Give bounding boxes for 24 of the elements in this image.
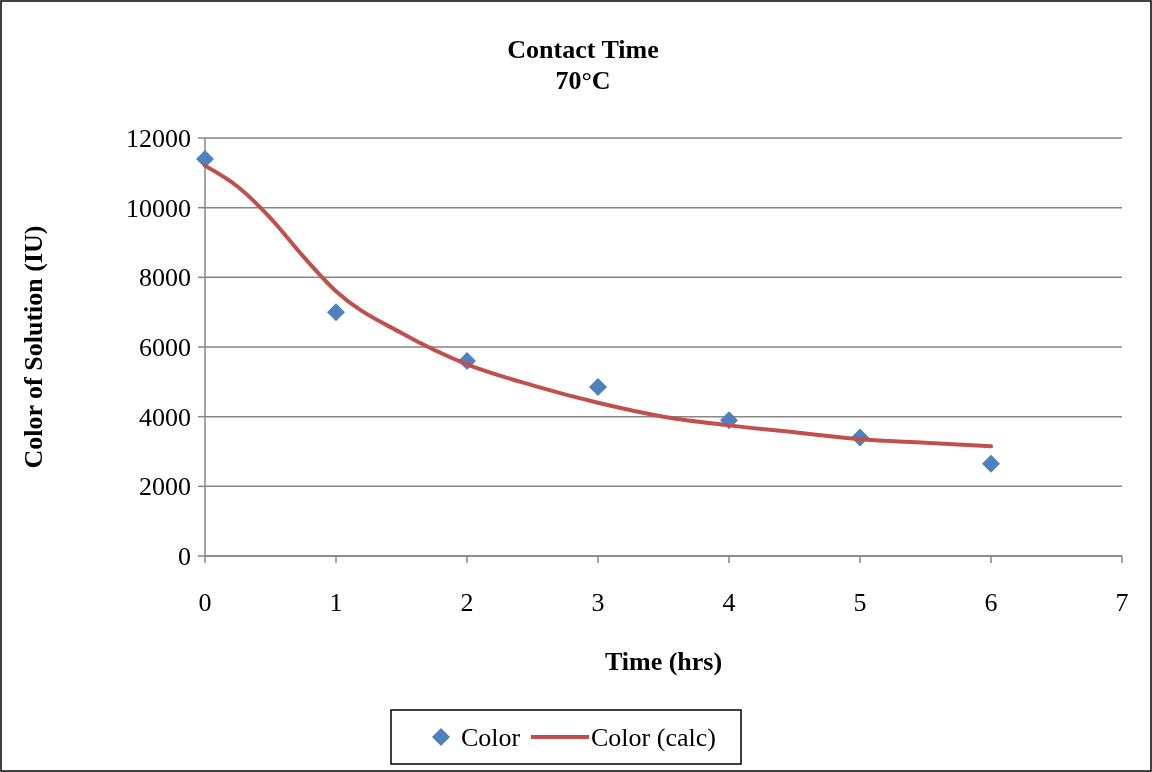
y-axis-title: Color of Solution (IU) xyxy=(19,225,48,469)
point xyxy=(327,303,345,322)
legend-label: Color xyxy=(461,723,521,752)
y-tick-label: 4000 xyxy=(139,402,191,432)
x-tick-label: 2 xyxy=(460,588,474,617)
x-tick-label: 5 xyxy=(853,588,867,617)
x-tick-label: 0 xyxy=(198,588,212,617)
x-tick-label: 4 xyxy=(722,588,736,617)
legend-label: Color (calc) xyxy=(591,723,716,752)
chart-title: Contact Time 70°C xyxy=(507,35,659,95)
x-axis-title: Time (hrs) xyxy=(604,647,723,676)
point xyxy=(589,378,607,397)
y-tick-label: 8000 xyxy=(139,263,191,293)
point xyxy=(196,149,214,168)
x-tick-label: 3 xyxy=(591,588,605,617)
y-tick-label: 6000 xyxy=(139,333,191,362)
point xyxy=(982,454,1000,473)
x-tick-label: 1 xyxy=(329,588,343,617)
y-tick-label: 10000 xyxy=(126,193,191,223)
x-tick-label: 7 xyxy=(1115,588,1129,617)
x-tick-label: 6 xyxy=(984,588,998,617)
y-tick-label: 2000 xyxy=(139,472,191,502)
y-tick-label: 12000 xyxy=(126,124,191,153)
y-tick-label: 0 xyxy=(178,542,191,571)
